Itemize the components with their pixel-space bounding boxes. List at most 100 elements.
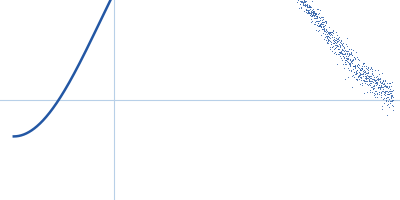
Point	[356, 78, 362, 81]
Point	[302, 3, 308, 6]
Point	[368, 66, 374, 70]
Point	[351, 64, 358, 67]
Point	[361, 78, 367, 81]
Point	[373, 89, 380, 93]
Point	[343, 49, 350, 52]
Point	[388, 96, 394, 99]
Point	[352, 72, 359, 76]
Point	[305, 11, 312, 14]
Point	[358, 79, 364, 82]
Point	[374, 75, 380, 78]
Point	[386, 85, 392, 88]
Point	[382, 80, 388, 83]
Point	[378, 90, 384, 93]
Point	[382, 97, 389, 100]
Point	[316, 24, 322, 27]
Point	[311, 11, 318, 14]
Point	[358, 67, 365, 70]
Point	[309, 10, 315, 14]
Point	[314, 24, 320, 27]
Point	[324, 30, 330, 33]
Point	[310, 12, 316, 16]
Point	[328, 49, 335, 52]
Point	[342, 60, 349, 63]
Point	[319, 18, 326, 21]
Point	[384, 81, 390, 85]
Point	[371, 78, 377, 82]
Point	[330, 45, 336, 48]
Point	[315, 21, 321, 25]
Point	[308, 9, 315, 12]
Point	[312, 14, 319, 18]
Point	[331, 51, 338, 55]
Point	[352, 57, 358, 60]
Point	[311, 11, 318, 14]
Point	[299, 1, 306, 4]
Point	[384, 95, 391, 99]
Point	[362, 64, 369, 68]
Point	[380, 96, 387, 100]
Point	[321, 25, 328, 28]
Point	[386, 98, 392, 101]
Point	[371, 91, 378, 95]
Point	[333, 52, 340, 56]
Point	[314, 15, 321, 19]
Point	[314, 15, 320, 18]
Point	[370, 87, 376, 91]
Point	[346, 63, 353, 67]
Point	[294, 0, 301, 1]
Point	[333, 45, 339, 48]
Point	[373, 82, 379, 85]
Point	[350, 65, 357, 68]
Point	[334, 34, 340, 37]
Point	[330, 41, 337, 45]
Point	[320, 31, 326, 34]
Point	[380, 78, 386, 82]
Point	[343, 57, 349, 60]
Point	[326, 33, 333, 36]
Point	[344, 45, 350, 48]
Point	[316, 11, 322, 14]
Point	[305, 9, 311, 13]
Point	[339, 47, 346, 50]
Point	[355, 62, 362, 65]
Point	[356, 74, 362, 77]
Point	[337, 44, 344, 48]
Point	[366, 78, 372, 82]
Point	[316, 16, 323, 19]
Point	[388, 95, 394, 99]
Point	[316, 23, 323, 27]
Point	[298, 1, 304, 4]
Point	[318, 34, 324, 37]
Point	[340, 45, 347, 48]
Point	[302, 0, 308, 4]
Point	[374, 80, 380, 83]
Point	[302, 4, 309, 7]
Point	[363, 77, 369, 80]
Point	[348, 51, 354, 54]
Point	[376, 90, 382, 93]
Point	[388, 93, 395, 96]
Point	[313, 28, 319, 31]
Point	[302, 0, 308, 3]
Point	[360, 79, 366, 82]
Point	[308, 19, 315, 22]
Point	[382, 91, 388, 94]
Point	[338, 49, 344, 53]
Point	[375, 77, 382, 80]
Point	[315, 12, 321, 15]
Point	[318, 24, 325, 27]
Point	[322, 39, 329, 42]
Point	[312, 13, 318, 16]
Point	[302, 0, 308, 1]
Point	[340, 67, 347, 70]
Point	[304, 11, 311, 14]
Point	[324, 34, 331, 38]
Point	[383, 85, 389, 88]
Point	[327, 48, 333, 51]
Point	[381, 82, 387, 85]
Point	[316, 24, 322, 27]
Point	[378, 84, 384, 87]
Point	[308, 6, 314, 9]
Point	[371, 86, 377, 89]
